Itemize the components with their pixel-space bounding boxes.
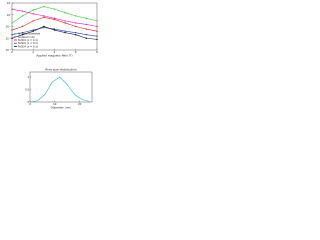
legend-label: Sintered platelets bbox=[18, 32, 41, 36]
data-point bbox=[11, 8, 13, 10]
data-point bbox=[53, 29, 56, 31]
figure: 10⁻³ 10⁻² 10⁻¹ 10⁰ 10¹ 0 2 4 6 8 Applied magnetic … bbox=[5, 1, 98, 110]
data-point bbox=[85, 23, 88, 26]
data-point bbox=[43, 26, 45, 29]
data-point bbox=[43, 16, 45, 19]
x-tick-label: 20 bbox=[78, 102, 82, 106]
data-point bbox=[64, 30, 66, 32]
data-point bbox=[53, 18, 56, 21]
data-point bbox=[75, 34, 77, 36]
y-tick-label: 0 bbox=[28, 100, 30, 104]
legend-label: Fe3O4 (x = 0.2) bbox=[18, 41, 38, 45]
x-tick-label: 8 bbox=[96, 50, 98, 54]
x-axis-label: Diameter (nm) bbox=[51, 106, 72, 110]
data-point bbox=[21, 34, 24, 36]
y-tick-label: 10¹ bbox=[7, 1, 11, 5]
x-tick-label: 0 bbox=[29, 102, 31, 106]
data-point bbox=[21, 10, 24, 12]
data-point bbox=[85, 37, 88, 39]
data-point bbox=[64, 31, 66, 34]
y-tick-label: 10⁻¹ bbox=[5, 25, 11, 29]
chart-title: Pore size distribution bbox=[45, 68, 76, 72]
x-axis-label: Applied magnetic field (T) bbox=[36, 54, 72, 58]
data-point bbox=[64, 22, 66, 24]
y-tick-label: 1 bbox=[28, 75, 30, 79]
data-point bbox=[64, 11, 66, 14]
data-point bbox=[43, 25, 45, 28]
data-point bbox=[11, 34, 13, 36]
data-point bbox=[75, 22, 77, 24]
data-point bbox=[75, 15, 77, 17]
legend-label: Fe3O4 (x = 0.3) bbox=[18, 44, 38, 48]
data-point bbox=[85, 17, 88, 19]
data-point bbox=[32, 29, 34, 31]
data-point bbox=[64, 20, 66, 22]
legend-label: Sintered rods bbox=[18, 35, 35, 39]
y-tick-label: 10⁻² bbox=[5, 36, 11, 40]
x-tick-label: 10 bbox=[53, 102, 57, 106]
data-point bbox=[53, 8, 56, 10]
data-point bbox=[96, 20, 98, 22]
data-point bbox=[21, 25, 24, 28]
x-tick-label: 4 bbox=[54, 50, 56, 54]
data-point bbox=[85, 34, 88, 36]
data-point bbox=[32, 30, 34, 32]
data-point bbox=[43, 15, 45, 17]
series-line bbox=[29, 76, 90, 103]
x-tick-label: 0 bbox=[11, 50, 13, 54]
data-point bbox=[21, 15, 24, 17]
data-point bbox=[96, 25, 98, 28]
data-point bbox=[75, 31, 77, 34]
data-point bbox=[11, 29, 13, 31]
data-point bbox=[11, 37, 13, 39]
y-tick-label: 10⁰ bbox=[7, 13, 11, 17]
data-point bbox=[85, 28, 88, 30]
data-point bbox=[32, 13, 34, 15]
y-tick-label: 10⁻³ bbox=[5, 48, 11, 52]
data-point bbox=[21, 31, 24, 34]
data-point bbox=[11, 22, 13, 24]
data-point bbox=[32, 9, 34, 11]
y-tick-label: 0.5 bbox=[25, 88, 29, 92]
data-point bbox=[96, 30, 98, 32]
data-point bbox=[32, 20, 34, 22]
plot-frame bbox=[29, 71, 93, 103]
data-point bbox=[43, 5, 45, 8]
data-point bbox=[53, 17, 56, 19]
data-point bbox=[96, 38, 98, 41]
data-point bbox=[96, 35, 98, 37]
x-tick-label: 6 bbox=[75, 50, 77, 54]
x-tick-label: 2 bbox=[32, 50, 34, 54]
data-point bbox=[75, 25, 77, 28]
legend-label: Fe3O4 (x = 0.1) bbox=[18, 38, 38, 42]
